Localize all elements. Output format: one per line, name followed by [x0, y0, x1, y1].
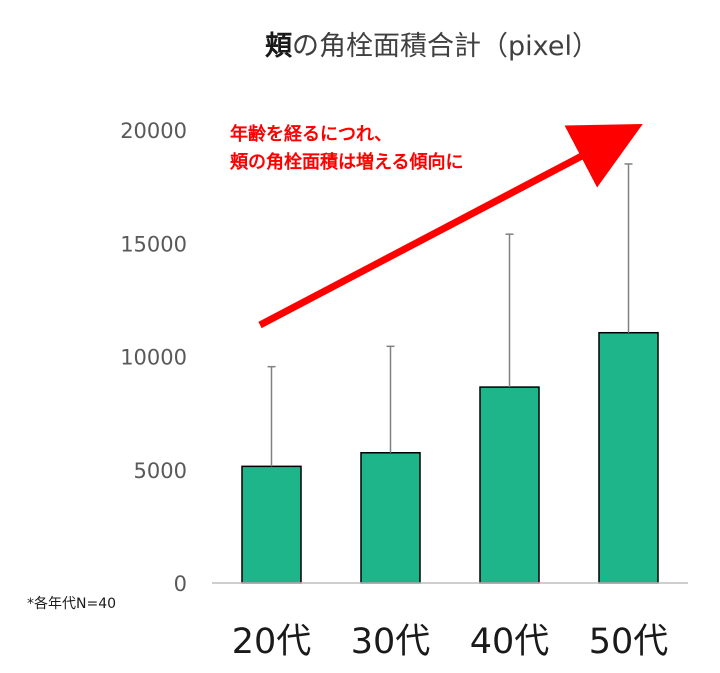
x-tick-label: 40代	[470, 622, 550, 662]
bar	[360, 452, 421, 584]
chart-title-bold: 頬	[265, 31, 293, 62]
y-tick-label: 5000	[134, 459, 187, 483]
x-tick-label: 50代	[589, 622, 669, 662]
bars	[241, 331, 659, 584]
y-tick-label: 0	[174, 572, 187, 596]
x-axis-labels: 20代 30代 40代 50代	[232, 622, 669, 662]
error-bars	[267, 163, 633, 467]
x-tick-label: 30代	[351, 622, 431, 662]
bar	[241, 465, 302, 584]
y-axis-labels: 0 5000 10000 15000 20000	[120, 119, 187, 596]
y-tick-label: 15000	[120, 232, 187, 256]
y-tick-label: 20000	[120, 119, 187, 143]
x-tick-label: 20代	[232, 622, 312, 662]
annotation-line-2: 頬の角栓面積は増える傾向に	[230, 151, 463, 173]
chart-title-rest: の角栓面積合計（pixel）	[292, 31, 599, 62]
bar	[598, 331, 659, 584]
y-tick-label: 10000	[120, 346, 187, 370]
bar	[479, 386, 540, 584]
trend-arrow	[258, 123, 643, 329]
footnote: *各年代N=40	[27, 596, 116, 612]
chart-title: 頬の角栓面積合計（pixel）	[265, 31, 599, 62]
annotation-line-1: 年齢を経るにつれ、	[230, 123, 392, 145]
